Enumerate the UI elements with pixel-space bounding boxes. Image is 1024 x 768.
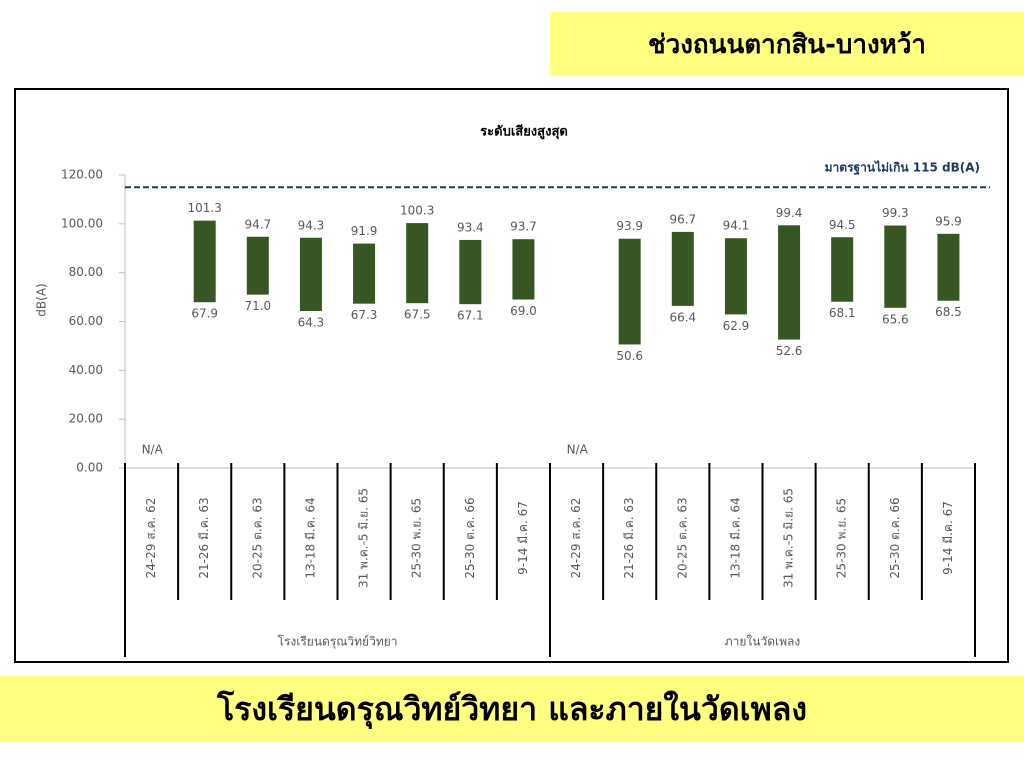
group-label: โรงเรียนดรุณวิทย์วิทยา xyxy=(278,635,398,650)
value-label: 95.9 xyxy=(935,214,962,228)
x-tick-label: 31 พ.ค.-5 มิ.ย. 65 xyxy=(357,488,371,588)
bar xyxy=(406,223,429,304)
value-label: 100.3 xyxy=(400,204,434,218)
x-tick-label: 25-30 ต.ค. 66 xyxy=(888,497,902,578)
x-tick-label: 13-18 มี.ค. 64 xyxy=(303,497,317,578)
bar xyxy=(671,231,694,306)
value-label: 66.4 xyxy=(669,310,696,324)
bar xyxy=(353,243,376,304)
y-tick-label: 80.00 xyxy=(69,265,103,279)
value-label: 67.1 xyxy=(457,309,484,323)
value-label: 62.9 xyxy=(723,319,750,333)
value-label: 68.5 xyxy=(935,305,962,319)
x-tick-label: 20-25 ต.ค. 63 xyxy=(675,497,689,578)
x-tick-label: 25-30 ต.ค. 66 xyxy=(463,497,477,578)
value-label: 93.9 xyxy=(616,219,643,233)
value-label: 96.7 xyxy=(669,212,696,226)
bar xyxy=(459,239,482,305)
bar xyxy=(193,220,216,303)
x-tick-label: 20-25 ต.ค. 63 xyxy=(250,497,264,578)
x-tick-label: 25-30 พ.ย. 65 xyxy=(835,498,849,578)
y-tick-label: 40.00 xyxy=(69,363,103,377)
x-tick-label: 31 พ.ค.-5 มิ.ย. 65 xyxy=(782,488,796,588)
bar xyxy=(246,236,269,295)
y-tick-label: 0.00 xyxy=(76,461,103,475)
x-tick-label: 25-30 พ.ย. 65 xyxy=(410,498,424,578)
value-label: 99.4 xyxy=(776,206,803,220)
value-label: 91.9 xyxy=(351,224,378,238)
value-label: 65.6 xyxy=(882,312,909,326)
value-label: 68.1 xyxy=(829,306,856,320)
bar xyxy=(724,238,747,315)
bar xyxy=(618,238,641,345)
missing-label: N/A xyxy=(142,443,164,457)
value-label: 64.3 xyxy=(298,316,325,330)
group-label: ภายในวัดเพลง xyxy=(725,635,801,649)
value-label: 99.3 xyxy=(882,206,909,220)
value-label: 67.5 xyxy=(404,308,431,322)
value-label: 94.5 xyxy=(829,218,856,232)
value-label: 94.1 xyxy=(723,219,750,233)
x-tick-label: 24-29 ส.ค. 62 xyxy=(144,498,158,579)
x-tick-label: 9-14 มี.ค. 67 xyxy=(516,501,530,575)
value-label: 67.3 xyxy=(351,308,378,322)
bar xyxy=(299,237,322,312)
missing-label: N/A xyxy=(567,443,589,457)
y-tick-label: 20.00 xyxy=(69,412,103,426)
value-label: 69.0 xyxy=(510,304,537,318)
value-label: 94.3 xyxy=(298,218,325,232)
y-tick-label: 60.00 xyxy=(69,314,103,328)
y-tick-label: 100.00 xyxy=(61,216,103,230)
x-tick-label: 21-26 มี.ค. 63 xyxy=(622,497,636,578)
header-title: ช่วงถนนตากสิน-บางหว้า xyxy=(550,12,1024,76)
x-tick-label: 13-18 มี.ค. 64 xyxy=(728,497,742,578)
x-tick-label: 24-29 ส.ค. 62 xyxy=(569,498,583,579)
bar xyxy=(937,233,960,301)
chart: ระดับเสียงสูงสุด dB(A) 0.00 20.00 40.00 60.… xyxy=(14,88,1009,663)
bar xyxy=(778,225,801,340)
value-label: 50.6 xyxy=(616,349,643,363)
y-axis-label: dB(A) xyxy=(35,283,49,316)
value-label: 93.7 xyxy=(510,220,537,234)
chart-title: ระดับเสียงสูงสุด xyxy=(480,124,568,140)
x-tick-label: 21-26 มี.ค. 63 xyxy=(197,497,211,578)
value-label: 94.7 xyxy=(244,217,271,231)
y-tick-label: 120.00 xyxy=(61,168,103,182)
value-label: 71.0 xyxy=(244,299,271,313)
value-label: 52.6 xyxy=(776,344,803,358)
value-label: 101.3 xyxy=(188,201,222,215)
value-label: 93.4 xyxy=(457,220,484,234)
reference-label: มาตรฐานไม่เกิน 115 dB(A) xyxy=(825,160,980,176)
footer-title: โรงเรียนดรุณวิทย์วิทยา และภายในวัดเพลง xyxy=(0,676,1024,742)
x-tick-label: 9-14 มี.ค. 67 xyxy=(941,501,955,575)
chart-frame xyxy=(14,88,1009,663)
value-label: 67.9 xyxy=(191,307,218,321)
bar xyxy=(512,239,535,300)
bar xyxy=(831,237,854,302)
bar xyxy=(884,225,907,308)
